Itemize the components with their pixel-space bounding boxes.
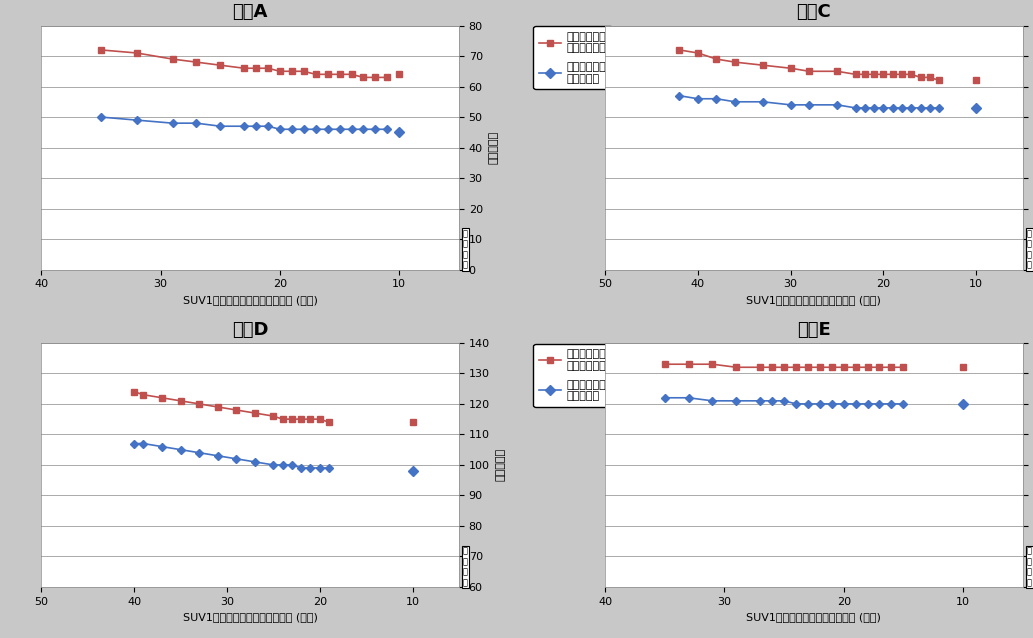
Title: 地図E: 地図E xyxy=(797,320,831,339)
Y-axis label: ステップ数: ステップ数 xyxy=(489,131,498,164)
Legend: 到着するまで
のステップ数, 走行していた
ステップ数: 到着するまで のステップ数, 走行していた ステップ数 xyxy=(533,26,612,89)
X-axis label: SUV1台当たりの巡回経路の距離 (マス): SUV1台当たりの巡回経路の距離 (マス) xyxy=(183,295,317,305)
Text: 完
全
情
報: 完 全 情 報 xyxy=(1027,230,1032,270)
Text: 完
全
情
報: 完 全 情 報 xyxy=(463,230,468,270)
Title: 地図A: 地図A xyxy=(232,3,268,21)
Title: 地図D: 地図D xyxy=(231,320,269,339)
Y-axis label: ステップ数: ステップ数 xyxy=(495,449,505,482)
X-axis label: SUV1台あたりの巡回経路の距離 (マス): SUV1台あたりの巡回経路の距離 (マス) xyxy=(747,612,881,622)
Title: 地図C: 地図C xyxy=(796,3,832,21)
Text: 完
全
情
報: 完 全 情 報 xyxy=(463,547,468,587)
Text: 完
全
情
報: 完 全 情 報 xyxy=(1027,547,1032,587)
X-axis label: SUV1台あたりの巡回経路の距離 (マス): SUV1台あたりの巡回経路の距離 (マス) xyxy=(183,612,317,622)
X-axis label: SUV1台あたりの巡回経路の距離 (マス): SUV1台あたりの巡回経路の距離 (マス) xyxy=(747,295,881,305)
Legend: 到着するまで
のステップ数, 走行していた
ステップ数: 到着するまで のステップ数, 走行していた ステップ数 xyxy=(533,343,612,407)
